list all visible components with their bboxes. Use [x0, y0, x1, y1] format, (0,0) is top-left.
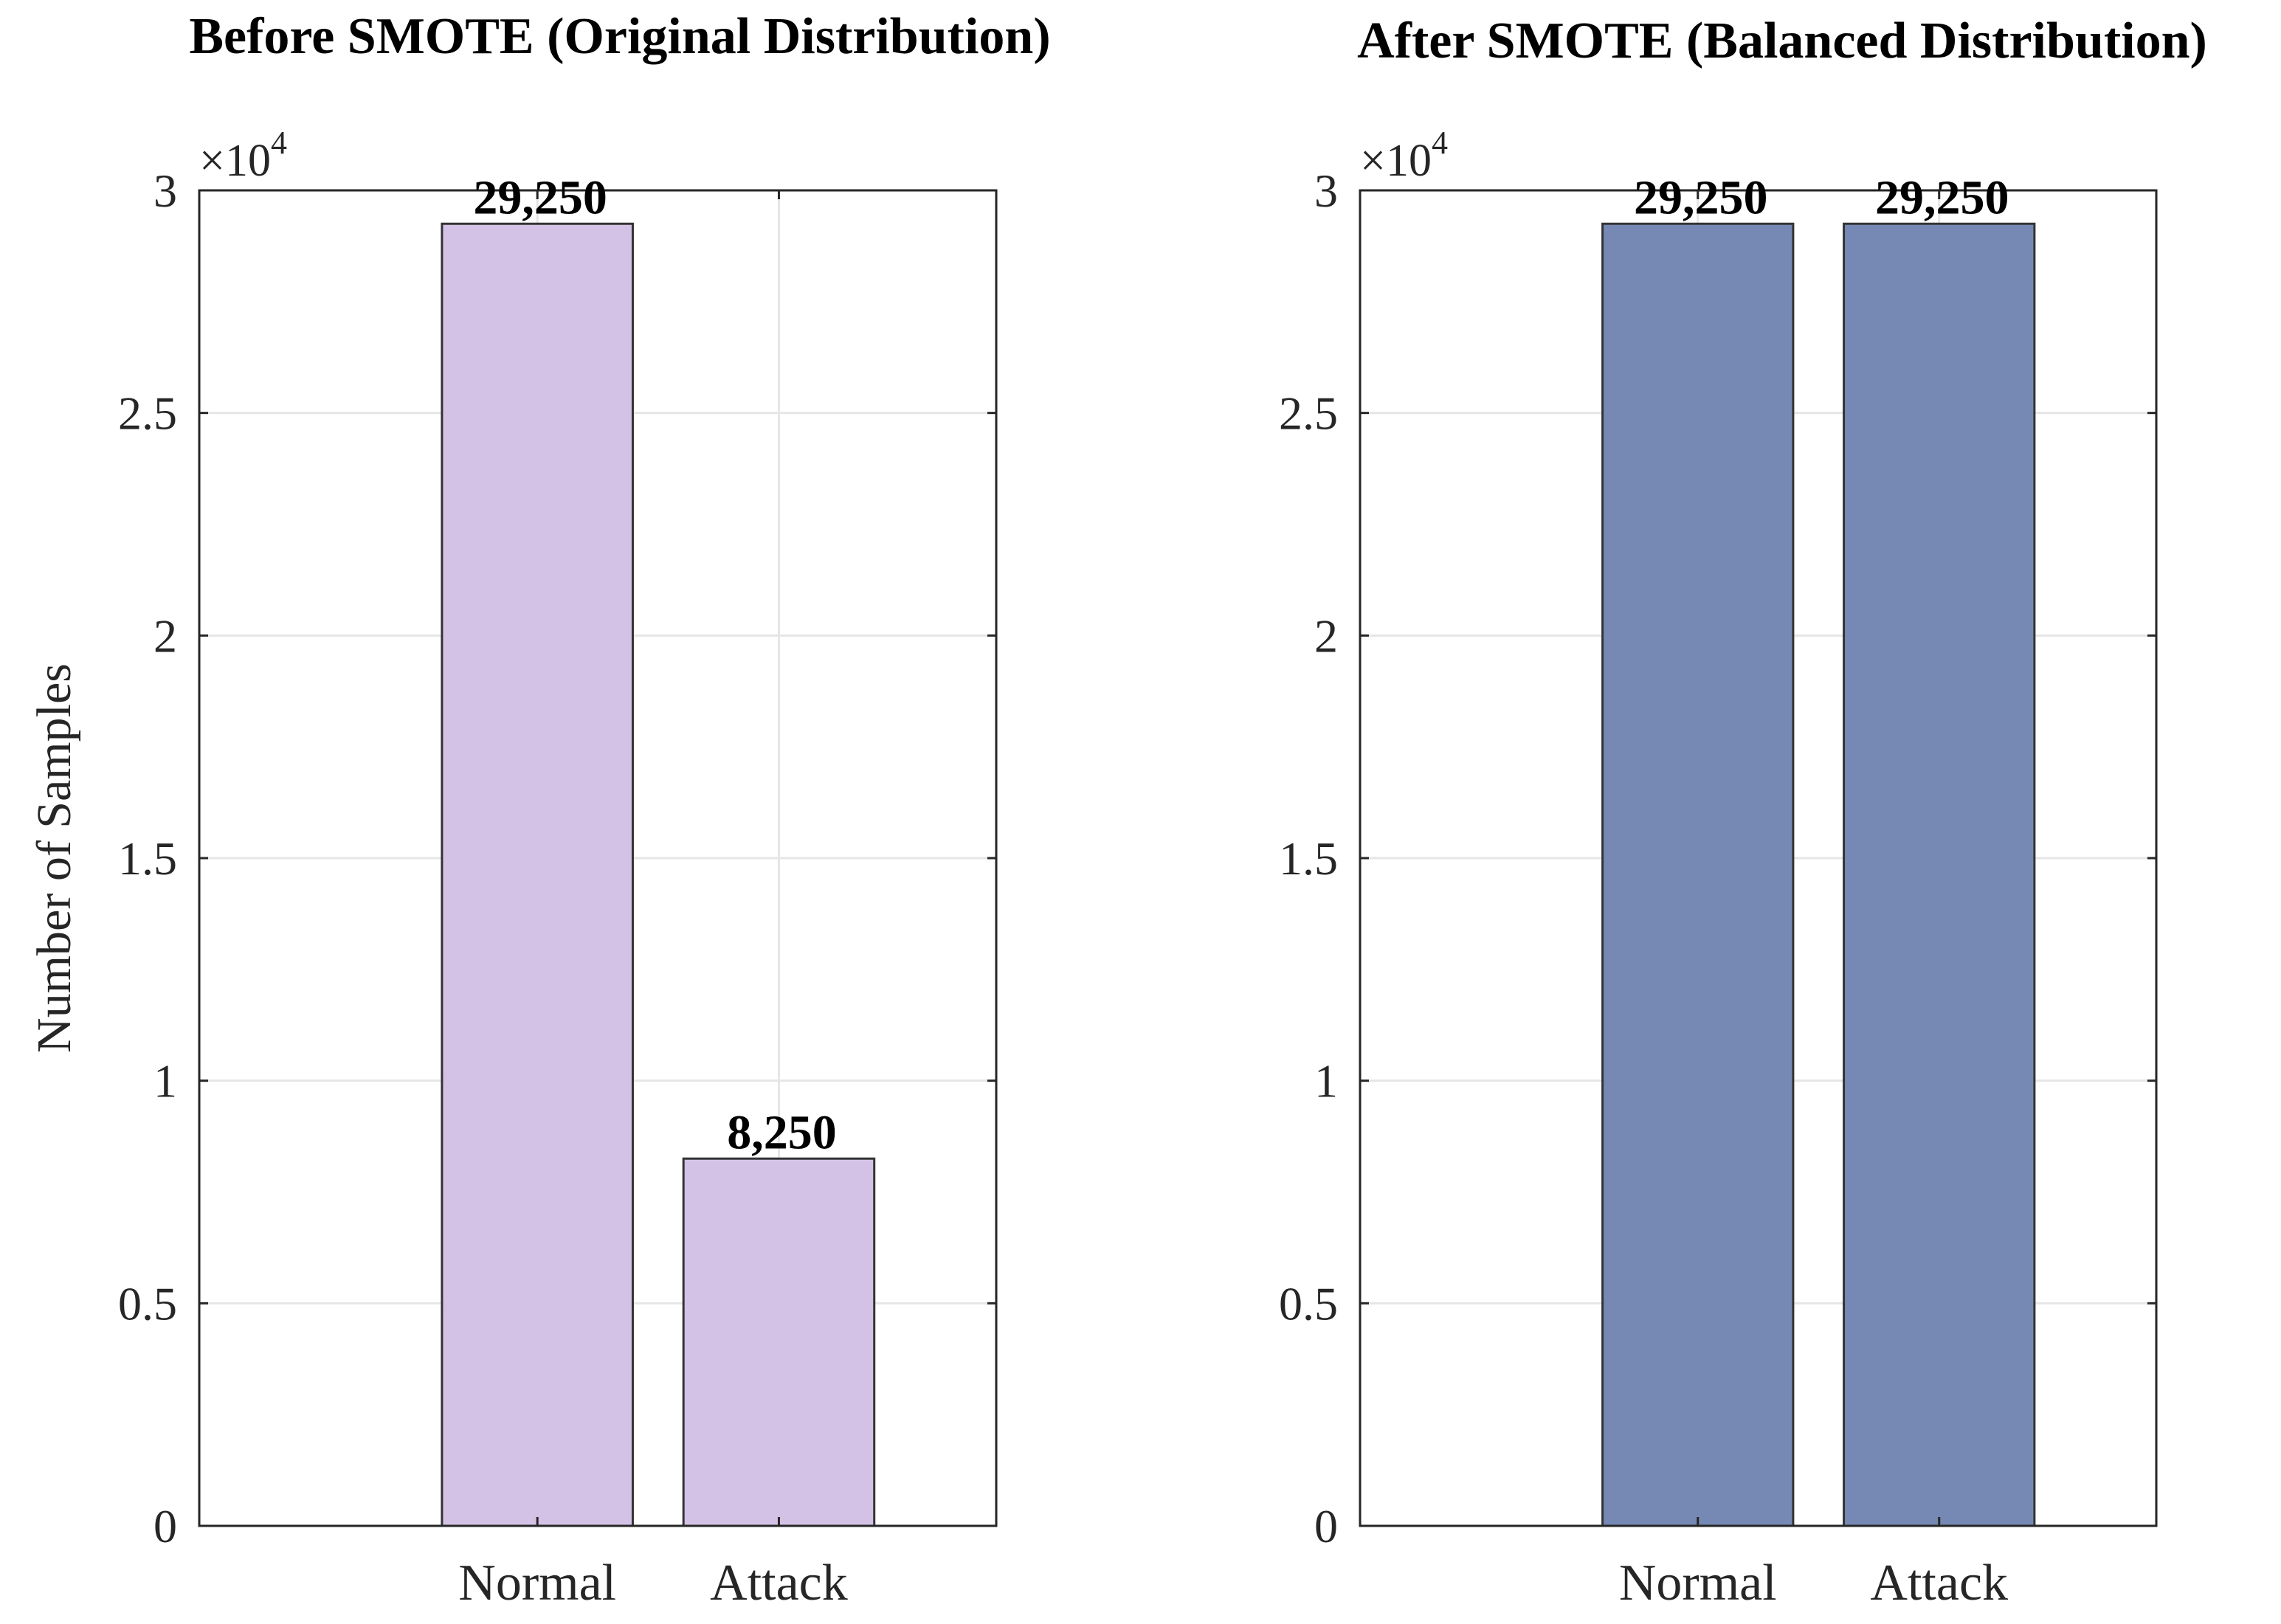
data-label: 29,250	[1875, 170, 2009, 224]
x-tick-label: Normal	[458, 1555, 616, 1611]
y-tick-label: 1	[1314, 1055, 1338, 1108]
y-tick-label: 0	[1314, 1500, 1338, 1552]
bar-normal	[441, 222, 634, 1527]
data-label: 8,250	[727, 1105, 837, 1159]
x-tick-label: Attack	[710, 1555, 848, 1611]
y-tick-label: 2.5	[1279, 387, 1338, 440]
y-tick-label: 1.5	[118, 832, 177, 885]
x-tick-label: Normal	[1619, 1555, 1777, 1611]
x-tick-label: Attack	[1870, 1555, 2008, 1611]
y-tick-label: 0.5	[1279, 1277, 1338, 1330]
y-tick-label: 2	[153, 609, 177, 662]
y-tick-label: 0.5	[118, 1277, 177, 1330]
y-tick-label: 3	[1314, 165, 1338, 217]
chart-after-smote: After SMOTE (Balanced Distribution) 0 0.5 1…	[1279, 13, 2207, 1611]
y-tick-label: 2.5	[118, 387, 177, 440]
chart-title: Before SMOTE (Original Distribution)	[189, 8, 1050, 65]
bar-attack	[682, 1157, 876, 1527]
y-tick-label: 0	[153, 1500, 177, 1552]
y-tick-label: 3	[153, 165, 177, 217]
chart-title: After SMOTE (Balanced Distribution)	[1357, 13, 2207, 69]
chart-before-smote: Before SMOTE (Original Distribution) 0 0.5…	[27, 8, 1051, 1611]
y-tick-label: 2	[1314, 609, 1338, 662]
y-exponent: ×104	[199, 125, 287, 186]
data-label: 29,250	[473, 170, 607, 224]
bar-attack	[1843, 222, 2036, 1527]
y-exponent: ×104	[1360, 125, 1448, 186]
bar-normal	[1601, 222, 1795, 1527]
y-axis-label: Number of Samples	[27, 663, 81, 1053]
y-tick-label: 1	[153, 1055, 177, 1108]
y-tick-label: 1.5	[1279, 832, 1338, 885]
data-label: 29,250	[1634, 170, 1768, 224]
